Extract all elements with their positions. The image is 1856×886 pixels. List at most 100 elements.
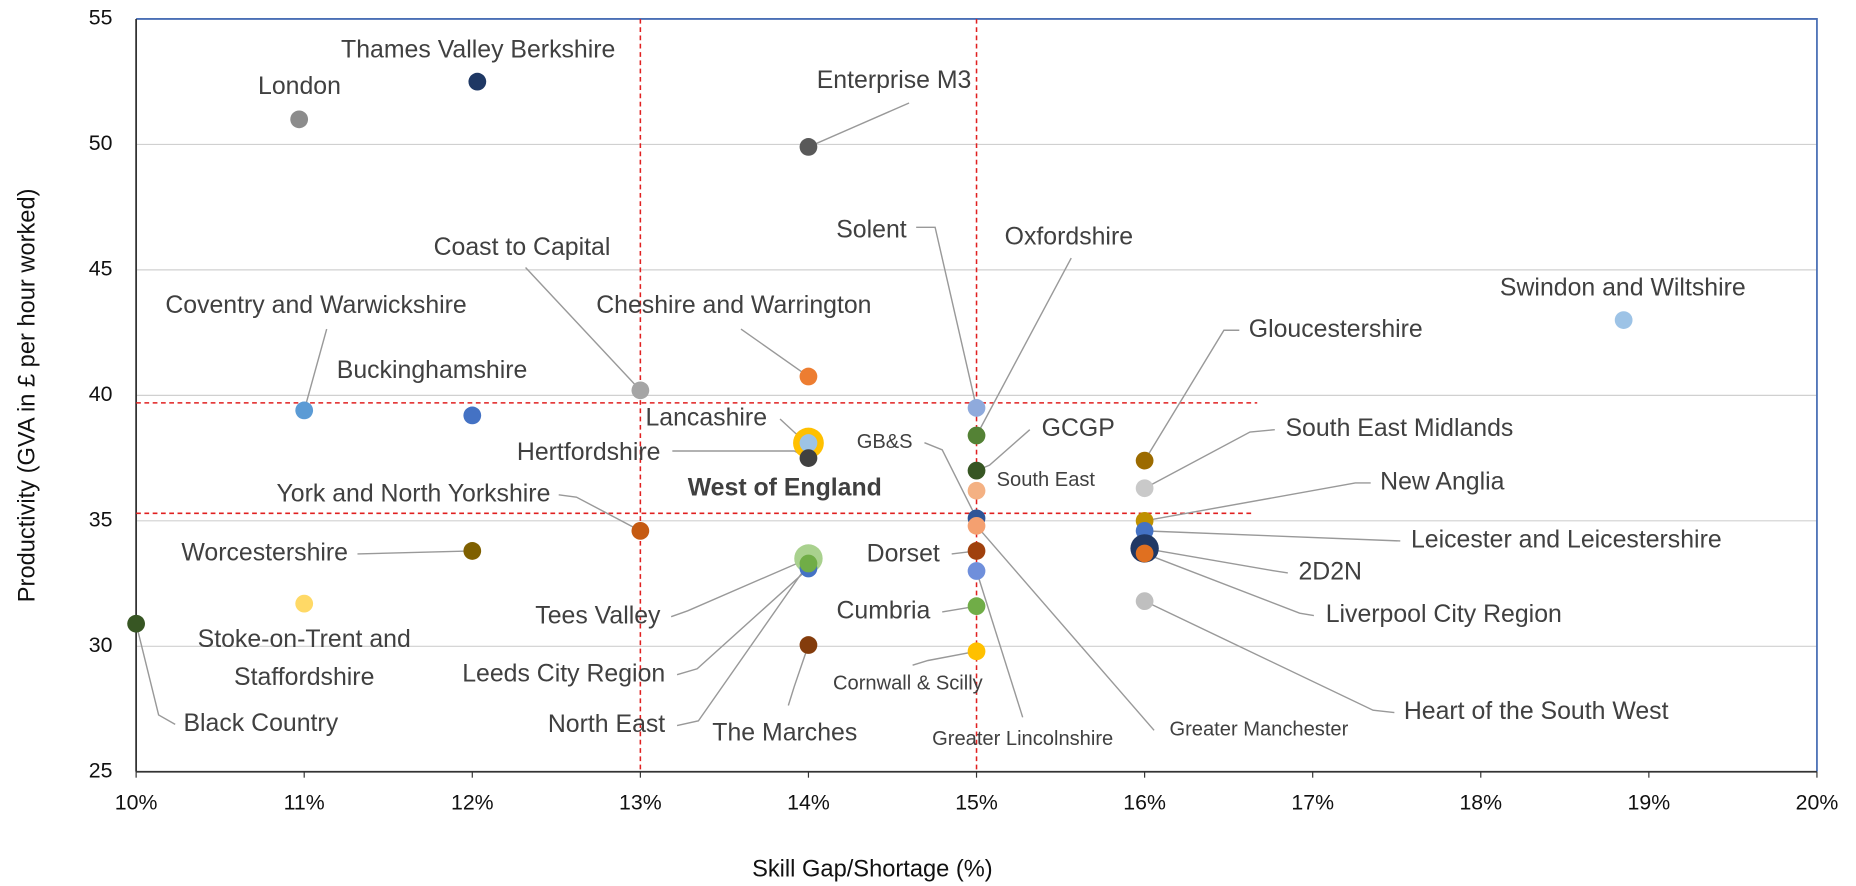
data-point (799, 138, 818, 156)
leader-line (670, 557, 809, 618)
point-label: Greater Manchester (1169, 719, 1348, 741)
point-label: Oxfordshire (1005, 223, 1133, 250)
point-label: West of England (688, 474, 882, 501)
point-label: GCGP (1042, 415, 1115, 442)
data-point (967, 542, 986, 560)
data-point (631, 521, 650, 540)
leader-line (676, 563, 810, 727)
point-label: Gloucestershire (1249, 316, 1423, 343)
plot-frame (136, 18, 1818, 772)
leader-line (303, 328, 328, 411)
point-label: Hertfordshire (517, 439, 661, 466)
leader-line (558, 494, 641, 532)
point-label: Swindon and Wiltshire (1500, 274, 1746, 301)
leader-line (924, 442, 978, 519)
point-label: London (258, 73, 341, 100)
point-label: Coast to Capital (434, 234, 611, 261)
point-label: Stoke-on-Trent and (198, 626, 411, 653)
point-label: Lancashire (645, 405, 767, 432)
leader-line (357, 550, 473, 555)
data-point (799, 367, 818, 386)
data-point (967, 461, 986, 480)
x-tick-label: 13% (619, 790, 662, 814)
leader-line (1144, 428, 1275, 489)
y-tick-label: 45 (89, 257, 113, 281)
y-tick-label: 30 (89, 633, 113, 657)
leader-line (1144, 329, 1240, 461)
data-point (967, 399, 986, 417)
point-label: Leeds City Region (462, 660, 665, 687)
data-point (127, 614, 145, 633)
leader-line (916, 226, 978, 409)
x-tick-label: 19% (1628, 790, 1671, 814)
leader-line (1144, 552, 1314, 617)
point-label: Coventry and Warwickshire (165, 292, 466, 319)
point-label: Heart of the South West (1404, 698, 1669, 725)
point-label: Worcestershire (181, 540, 348, 567)
x-tick-label: 18% (1459, 790, 1502, 814)
point-label: York and North Yorkshire (276, 480, 550, 507)
point-label: Tees Valley (535, 602, 661, 629)
point-label: 2D2N (1298, 558, 1362, 585)
data-point (295, 401, 314, 420)
point-label: Black Country (183, 710, 338, 737)
data-point (799, 434, 818, 452)
point-label: Liverpool City Region (1326, 601, 1562, 628)
data-point (967, 481, 986, 500)
point-label: Solent (836, 216, 907, 243)
x-tick-label: 16% (1123, 790, 1166, 814)
leader-line (975, 257, 1072, 436)
point-label: Cumbria (836, 598, 930, 625)
x-tick-label: 17% (1291, 790, 1334, 814)
leader-line (740, 328, 809, 378)
leader-line (676, 567, 809, 676)
data-point (290, 110, 309, 129)
data-point (1614, 311, 1633, 329)
point-label: Cornwall & Scilly (833, 672, 984, 694)
point-label: Staffordshire (234, 664, 374, 691)
point-label: Thames Valley Berkshire (341, 36, 615, 63)
leader-line (1144, 482, 1371, 522)
leader-line (1144, 600, 1395, 714)
y-tick-label: 55 (89, 6, 113, 30)
data-point (1135, 479, 1154, 498)
data-point (295, 594, 314, 613)
data-point (1135, 592, 1154, 611)
data-point (967, 597, 986, 616)
leader-line (672, 450, 809, 459)
point-label: South East Midlands (1285, 415, 1513, 442)
data-point (799, 636, 818, 654)
point-label: Greater Lincolnshire (932, 728, 1113, 750)
data-point (463, 542, 482, 560)
point-label: Buckinghamshire (337, 357, 528, 384)
data-point (799, 449, 818, 467)
y-tick-label: 50 (89, 131, 113, 155)
point-label: Leicester and Leicestershire (1411, 527, 1722, 554)
point-label: New Anglia (1380, 469, 1504, 496)
data-point (967, 562, 986, 580)
leader-line (975, 570, 1024, 718)
points (127, 72, 1633, 661)
data-point (967, 426, 986, 445)
data-point (799, 554, 818, 573)
x-axis-title: Skill Gap/Shortage (%) (752, 856, 993, 882)
point-label: North East (548, 711, 665, 738)
x-tick-label: 10% (115, 790, 158, 814)
point-label: Enterprise M3 (817, 67, 972, 94)
data-point (1135, 451, 1154, 470)
data-point (967, 516, 986, 535)
point-label: Dorset (867, 541, 940, 568)
data-point (1135, 544, 1154, 563)
data-point (631, 381, 650, 400)
leader-line (808, 102, 910, 148)
data-point (463, 406, 482, 425)
leader-line (1144, 530, 1401, 542)
point-label: The Marches (712, 719, 857, 746)
x-tick-label: 11% (284, 790, 325, 814)
point-label: GB&S (857, 431, 913, 453)
leader-line (975, 525, 1155, 731)
y-tick-label: 35 (89, 507, 113, 531)
point-label: Cheshire and Warrington (596, 292, 871, 319)
